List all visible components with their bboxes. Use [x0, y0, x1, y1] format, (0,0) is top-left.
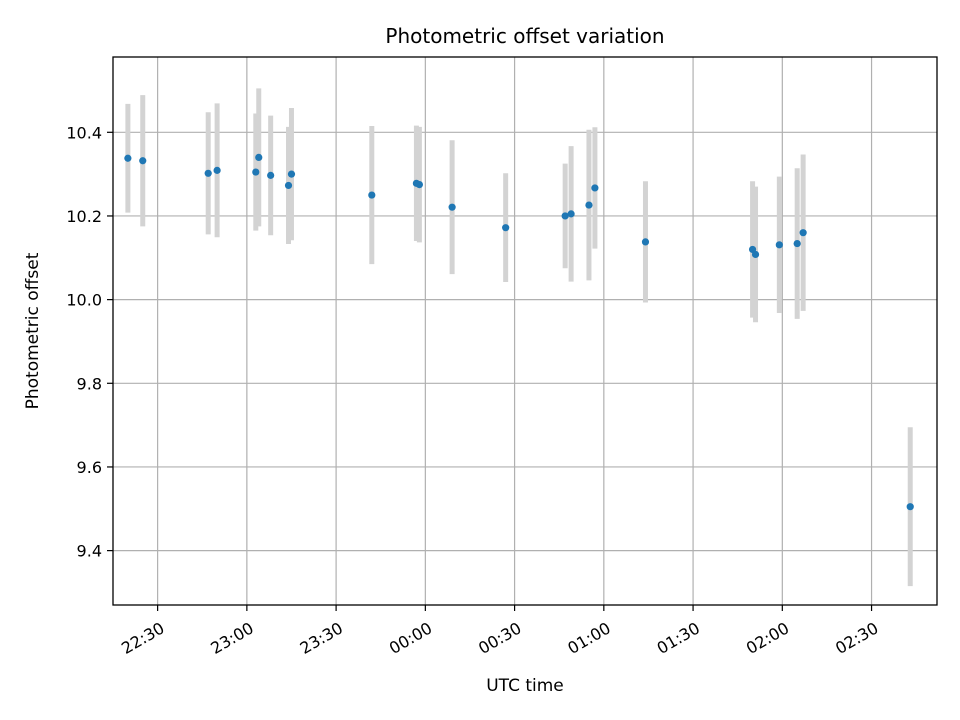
- data-point: [368, 191, 376, 199]
- x-axis-label: UTC time: [486, 676, 564, 696]
- y-tick-label: 10.0: [66, 291, 102, 310]
- y-tick-label: 9.4: [77, 542, 102, 561]
- data-point: [204, 169, 212, 177]
- data-point: [567, 210, 575, 218]
- y-tick-label: 9.6: [77, 458, 102, 477]
- data-points: [124, 153, 914, 511]
- data-point: [906, 503, 914, 511]
- plot-frame: [112, 56, 938, 606]
- y-tick-label: 10.4: [66, 123, 102, 142]
- data-point: [591, 184, 599, 192]
- data-point: [287, 170, 296, 178]
- data-point: [448, 203, 456, 211]
- data-point: [799, 229, 807, 237]
- data-point: [252, 168, 260, 176]
- data-point: [267, 171, 275, 179]
- data-point: [213, 166, 221, 174]
- gridlines: [113, 57, 937, 605]
- data-point: [641, 238, 650, 246]
- data-point: [502, 224, 510, 232]
- data-point: [124, 154, 132, 162]
- data-point: [585, 201, 593, 209]
- y-tick-label: 9.8: [77, 374, 102, 393]
- data-point: [284, 181, 293, 190]
- data-point: [751, 250, 760, 259]
- data-point: [255, 153, 263, 161]
- data-point: [775, 241, 783, 249]
- y-axis-ticks: 9.4 9.6 9.8 10.0 10.2 10.4: [66, 123, 113, 561]
- data-point: [139, 157, 147, 165]
- data-point: [561, 212, 569, 220]
- data-point: [415, 180, 423, 189]
- chart-title: Photometric offset variation: [385, 24, 664, 48]
- y-axis-label: Photometric offset: [23, 252, 43, 409]
- data-point: [793, 239, 801, 248]
- y-tick-label: 10.2: [66, 207, 102, 226]
